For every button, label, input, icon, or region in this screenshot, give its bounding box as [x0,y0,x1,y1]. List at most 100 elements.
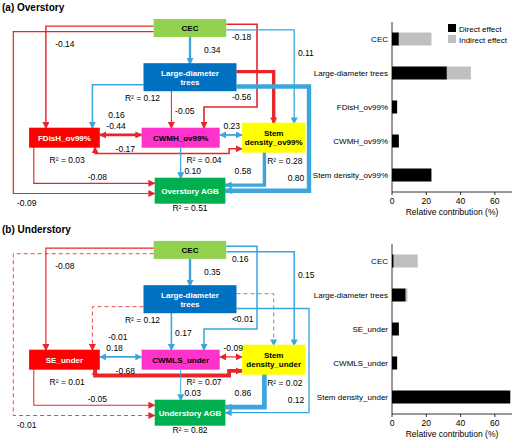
path-coefficient: 0.11 [298,48,314,58]
node-label-line: Stem [264,129,284,138]
tick [494,192,495,195]
path-coefficient: -0.09 [224,343,244,353]
node-box [142,128,220,148]
node-box [29,350,100,370]
edge-labels: 0.34-0.14-0.09-0.180.110.16-0.05-0.560.8… [17,32,314,208]
node-label-line: density_ov99% [245,138,303,147]
path-coefficient: -0.09 [17,198,37,208]
node-box [144,63,237,91]
bar [392,357,397,370]
nodes: CECLarge-diametertreesR² = 0.12SE_underR… [29,241,305,435]
bar [392,323,399,336]
path-edge [180,147,181,179]
node-label-line: Stem [264,351,284,360]
bar [392,135,399,148]
bar-chart: CECLarge-diameter treesSE_underCWMLS_und… [314,244,512,439]
tick-label: 60 [490,196,500,206]
r-squared: R² = 0.02 [267,378,302,388]
node-box [155,178,226,204]
node-label: Stemdensity_ov99% [245,129,303,147]
tick [392,192,393,195]
legend-label: Indirect effect [459,36,508,45]
path-coefficient: 0.18 [106,343,123,353]
path-edge [34,369,155,405]
category-label: CEC [371,35,388,44]
node-box [155,400,226,426]
node-label: CWMLS_under [152,356,209,365]
path-coefficient: 0.15 [298,270,315,280]
node-box [29,128,100,148]
node-box [154,19,227,37]
node-label-line: Understory AGB [159,409,222,418]
category-label: Stem density_under [317,393,388,402]
bar [392,67,447,80]
path-coefficient: 0.16 [108,110,125,120]
node-label-line: FDisH_ov99% [38,134,91,143]
category-label: Large-diameter trees [314,291,388,300]
path-coefficient: -0.14 [55,39,75,49]
path-coefficient: 0.12 [288,395,305,405]
bar [397,357,398,370]
node-label-line: trees [180,78,200,87]
path-edge [100,356,142,358]
node-box [154,241,227,259]
panel-title: (a) Overstory [2,2,65,13]
node-box [142,350,220,370]
node-label: CEC [182,24,199,33]
tick [392,414,393,417]
background [0,0,531,443]
edge-labels: 0.35-0.08-0.010.160.15-0.010.17<0.010.12… [17,254,315,430]
node-label-line: CWMH_ov99% [153,134,209,143]
bar [447,67,471,80]
path-edge [100,134,142,137]
tick-label: 40 [456,418,466,428]
axis-title: Relative contribution (%) [406,429,499,439]
path-coefficient: 0.23 [224,121,241,131]
node-box [144,285,237,313]
path-coefficient: -0.05 [88,394,108,404]
path-edge [171,312,173,350]
path-edge [46,26,154,128]
path-edge [46,248,154,350]
path-coefficient: 0.16 [232,254,249,264]
node-label-line: Large-diameter [161,291,219,300]
tick-label: 40 [456,196,466,206]
tick-label: 20 [422,418,432,428]
category-label: Large-diameter trees [314,69,388,78]
edges [13,24,309,193]
path-coefficient: 0.35 [204,267,221,277]
bar-chart: CECLarge-diameter treesFDisH_ov99%CWMH_o… [313,22,512,217]
path-coefficient: <0.01 [232,314,254,324]
path-coefficient: 0.80 [288,173,305,183]
path-edge [189,36,191,64]
path-coefficient: -0.44 [106,121,126,131]
r-squared: R² = 0.04 [186,155,221,165]
path-edge [220,356,242,357]
bar [394,255,418,268]
path-edge [180,369,181,401]
path-edge [171,90,172,128]
tick [460,414,461,417]
r-squared: R² = 0.07 [186,377,221,387]
path-edge [220,134,242,136]
axis-line [392,414,512,415]
r-squared: R² = 0.28 [267,156,302,166]
category-label: Stem density_ov99% [313,171,388,180]
category-label: SE_under [352,325,388,334]
node-label: Large-diametertrees [161,291,219,309]
node-label: Overstory AGB [161,187,219,196]
path-coefficient: -0.01 [17,420,37,430]
bar [392,101,397,114]
node-label: CEC [182,246,199,255]
node-label-line: trees [180,300,200,309]
bar [397,101,398,114]
bar [431,169,432,182]
category-label: CWMLS_under [333,359,388,368]
category-label: CWMH_ov99% [333,137,388,146]
node-label: FDisH_ov99% [38,134,91,143]
node-label-line: Overstory AGB [161,187,219,196]
bar [399,33,432,46]
bar [406,289,408,302]
axis-line [392,244,393,414]
path-edge [34,147,155,183]
